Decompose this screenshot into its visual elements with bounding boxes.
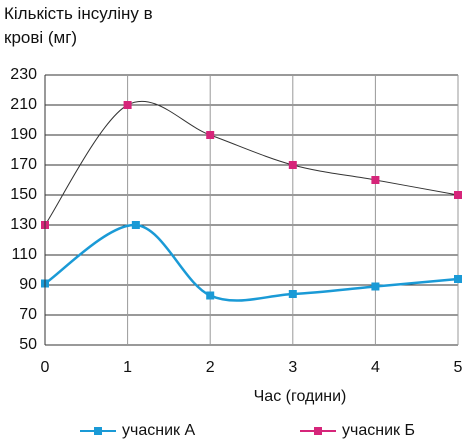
x-tick-label: 2 <box>206 359 215 376</box>
y-tick-label: 150 <box>10 186 37 203</box>
marker <box>454 191 462 199</box>
marker <box>131 221 140 229</box>
legend-marker <box>314 427 322 435</box>
legend-label: учасник А <box>122 422 195 439</box>
marker <box>123 101 132 109</box>
x-tick-label: 4 <box>371 359 380 376</box>
x-tick-label: 0 <box>41 359 50 376</box>
legend-label: учасник Б <box>342 422 415 439</box>
y-tick-label: 230 <box>10 66 37 83</box>
marker <box>371 176 380 184</box>
x-axis-label: Час (години) <box>254 388 347 405</box>
marker <box>288 161 297 169</box>
series-line <box>44 100 459 226</box>
y-tick-label: 70 <box>19 306 37 323</box>
marker <box>454 275 462 283</box>
y-tick-label: 90 <box>19 276 37 293</box>
x-tick-label: 1 <box>123 359 132 376</box>
marker <box>206 291 215 300</box>
y-tick-label: 190 <box>10 126 37 143</box>
x-tick-label: 5 <box>454 359 463 376</box>
marker <box>288 290 297 298</box>
y-tick-label: 210 <box>10 96 37 113</box>
y-tick-label: 130 <box>10 216 37 233</box>
y-axis-label: Кількість інсуліну в крові (мг) <box>4 4 153 47</box>
y-tick-label: 50 <box>19 336 37 353</box>
y-tick-label: 170 <box>10 156 37 173</box>
series-line <box>44 223 459 302</box>
x-tick-label: 3 <box>288 359 297 376</box>
legend-marker <box>94 427 102 435</box>
y-tick-label: 110 <box>11 246 37 263</box>
marker <box>206 131 215 139</box>
marker <box>371 282 380 291</box>
